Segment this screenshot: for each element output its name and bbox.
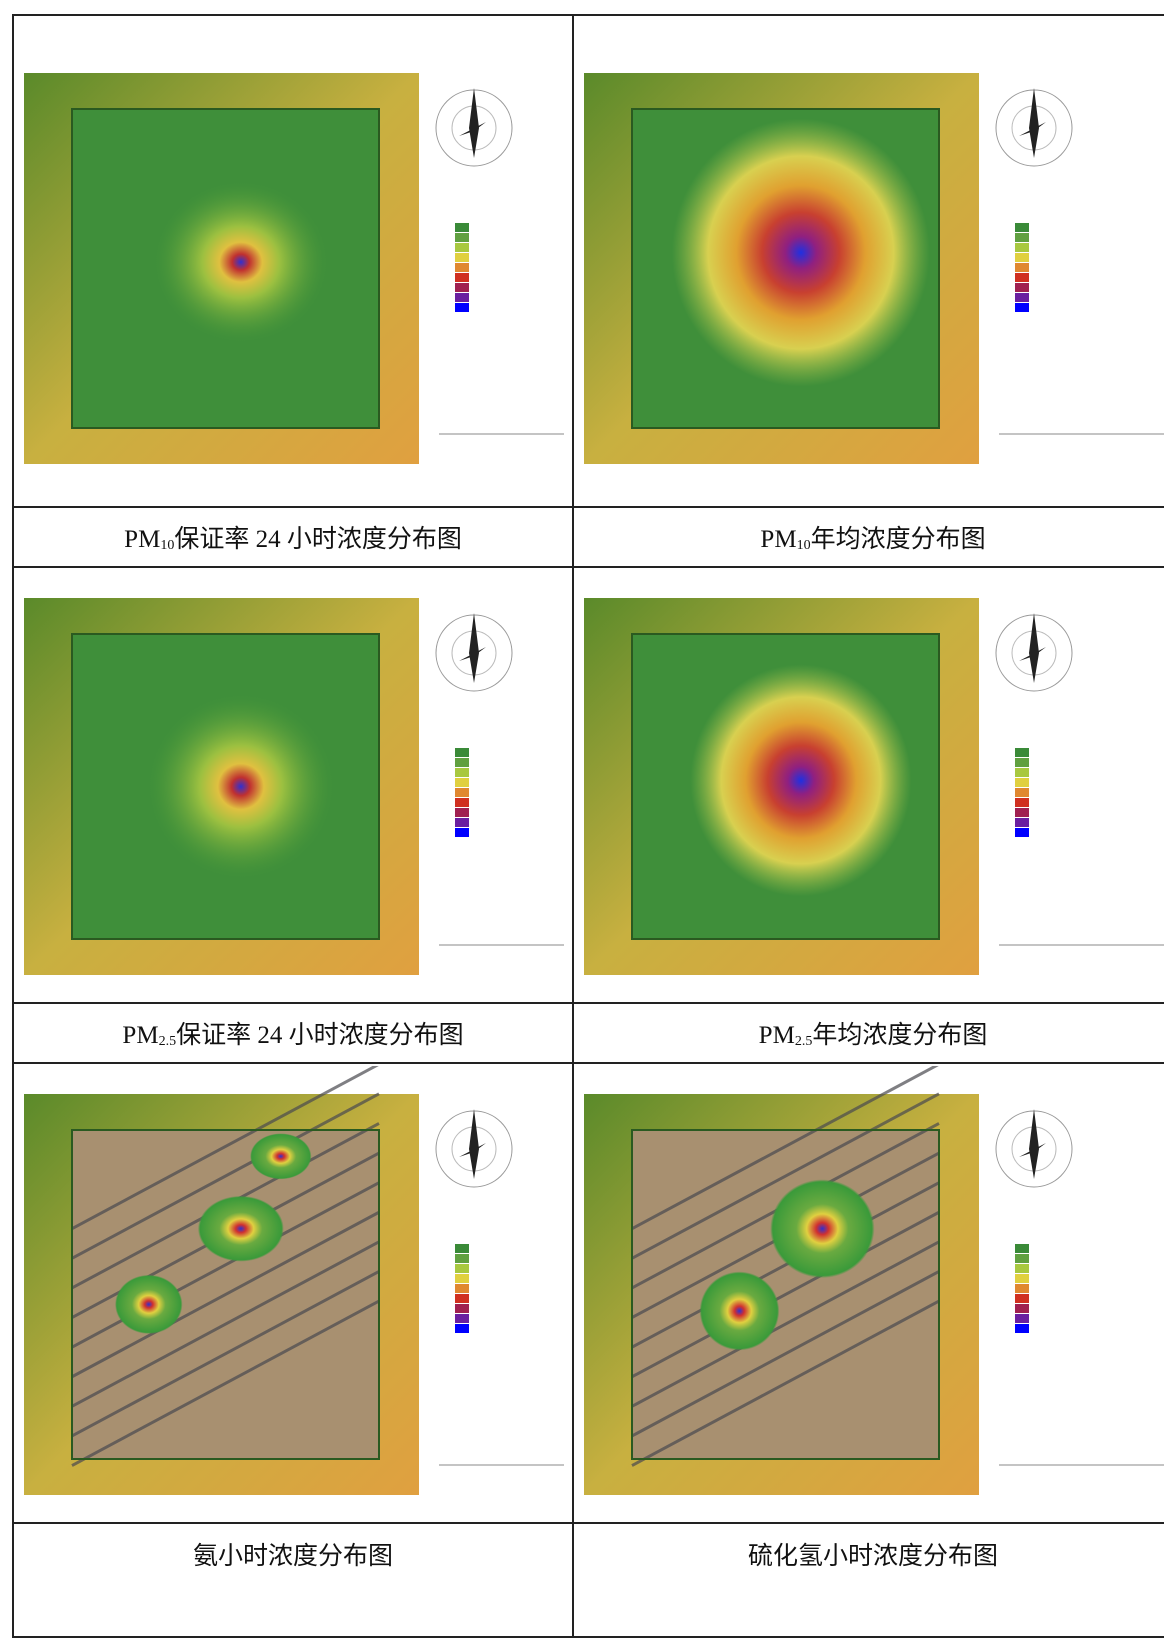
plume — [115, 1275, 183, 1334]
plume — [770, 1179, 874, 1278]
map — [574, 1066, 1164, 1520]
legend-swatch — [1015, 1324, 1029, 1333]
legend-swatch — [455, 1294, 469, 1303]
legend-swatch — [1015, 263, 1029, 272]
legend-swatch — [455, 263, 469, 272]
legend-swatch — [455, 748, 469, 757]
legend-swatch — [455, 778, 469, 787]
plume — [155, 182, 327, 342]
legend-swatch — [455, 818, 469, 827]
legend-swatch — [455, 1254, 469, 1263]
caption-text: 年均浓度分布图 — [811, 526, 986, 553]
legend-swatch — [1015, 1274, 1029, 1283]
legend-swatch — [1015, 818, 1029, 827]
legend-swatch — [1015, 283, 1029, 292]
caption: PM10年均浓度分布图 — [573, 507, 1164, 567]
legend-swatch — [1015, 1264, 1029, 1273]
legend-swatch — [455, 1274, 469, 1283]
legend-swatch — [455, 808, 469, 817]
figure-table: PM10保证率 24 小时浓度分布图 PM10年均浓度分布图 PM2.5保证率 … — [12, 14, 1164, 1638]
legend-swatch — [455, 283, 469, 292]
legend-swatch — [1015, 748, 1029, 757]
legend-swatch — [455, 758, 469, 767]
caption: 氨小时浓度分布图 — [13, 1523, 573, 1637]
legend-swatch — [1015, 1294, 1029, 1303]
plume — [672, 119, 930, 387]
map — [574, 570, 1164, 1000]
legend-swatch — [1015, 1284, 1029, 1293]
plume — [250, 1133, 311, 1179]
legend-swatch — [455, 1264, 469, 1273]
legend-swatch — [1015, 1254, 1029, 1263]
legend-swatch — [1015, 233, 1029, 242]
legend-swatch — [1015, 303, 1029, 312]
legend-swatch — [455, 768, 469, 777]
map — [14, 18, 570, 504]
legend-swatch — [1015, 828, 1029, 837]
legend-swatch — [1015, 1304, 1029, 1313]
caption-sub: 2.5 — [159, 1034, 177, 1049]
caption-text: 氨小时浓度分布图 — [193, 1543, 393, 1570]
plume — [690, 665, 911, 897]
page: {"figures": [ {"prefix": "PM", "sub": "1… — [0, 0, 1164, 1625]
legend-swatch — [1015, 798, 1029, 807]
caption: PM2.5年均浓度分布图 — [573, 1003, 1164, 1063]
caption-prefix: PM — [760, 526, 796, 553]
map — [574, 18, 1164, 504]
map-cell — [573, 1063, 1164, 1523]
legend-swatch — [455, 828, 469, 837]
legend-swatch — [455, 1314, 469, 1323]
legend-swatch — [455, 223, 469, 232]
legend-swatch — [1015, 1314, 1029, 1323]
legend-swatch — [1015, 768, 1029, 777]
caption: PM10保证率 24 小时浓度分布图 — [13, 507, 573, 567]
caption-sub: 2.5 — [795, 1034, 813, 1049]
map-cell — [573, 15, 1164, 507]
caption: 硫化氢小时浓度分布图 — [573, 1523, 1164, 1637]
map-cell — [13, 1063, 573, 1523]
caption-sub: 10 — [797, 538, 811, 553]
map-cell — [13, 15, 573, 507]
caption-text: 保证率 24 小时浓度分布图 — [176, 1022, 464, 1049]
caption-text: 年均浓度分布图 — [812, 1022, 987, 1049]
map-cell — [573, 567, 1164, 1003]
legend-swatch — [1015, 788, 1029, 797]
caption: PM2.5保证率 24 小时浓度分布图 — [13, 1003, 573, 1063]
legend-swatch — [1015, 223, 1029, 232]
legend-swatch — [455, 293, 469, 302]
legend-swatch — [455, 303, 469, 312]
plume — [149, 695, 333, 878]
caption-text: 硫化氢小时浓度分布图 — [748, 1543, 998, 1570]
legend-swatch — [1015, 293, 1029, 302]
legend-swatch — [1015, 758, 1029, 767]
legend-swatch — [1015, 778, 1029, 787]
legend-swatch — [455, 788, 469, 797]
caption-sub: 10 — [160, 538, 174, 553]
map-cell — [13, 567, 573, 1003]
legend-swatch — [455, 1304, 469, 1313]
legend-swatch — [1015, 243, 1029, 252]
plume — [198, 1196, 284, 1262]
legend-swatch — [455, 798, 469, 807]
legend-swatch — [455, 1284, 469, 1293]
legend-swatch — [455, 233, 469, 242]
legend-swatch — [455, 1324, 469, 1333]
caption-prefix: PM — [122, 1022, 158, 1049]
caption-text: 保证率 24 小时浓度分布图 — [174, 526, 462, 553]
caption-prefix: PM — [124, 526, 160, 553]
caption-prefix: PM — [759, 1022, 795, 1049]
map — [14, 570, 570, 1000]
map — [14, 1066, 570, 1520]
legend-swatch — [455, 253, 469, 262]
legend-swatch — [455, 273, 469, 282]
legend-swatch — [1015, 253, 1029, 262]
plume — [700, 1271, 780, 1350]
legend-swatch — [455, 243, 469, 252]
legend-swatch — [455, 1244, 469, 1253]
legend-swatch — [1015, 808, 1029, 817]
legend-swatch — [1015, 273, 1029, 282]
legend-swatch — [1015, 1244, 1029, 1253]
